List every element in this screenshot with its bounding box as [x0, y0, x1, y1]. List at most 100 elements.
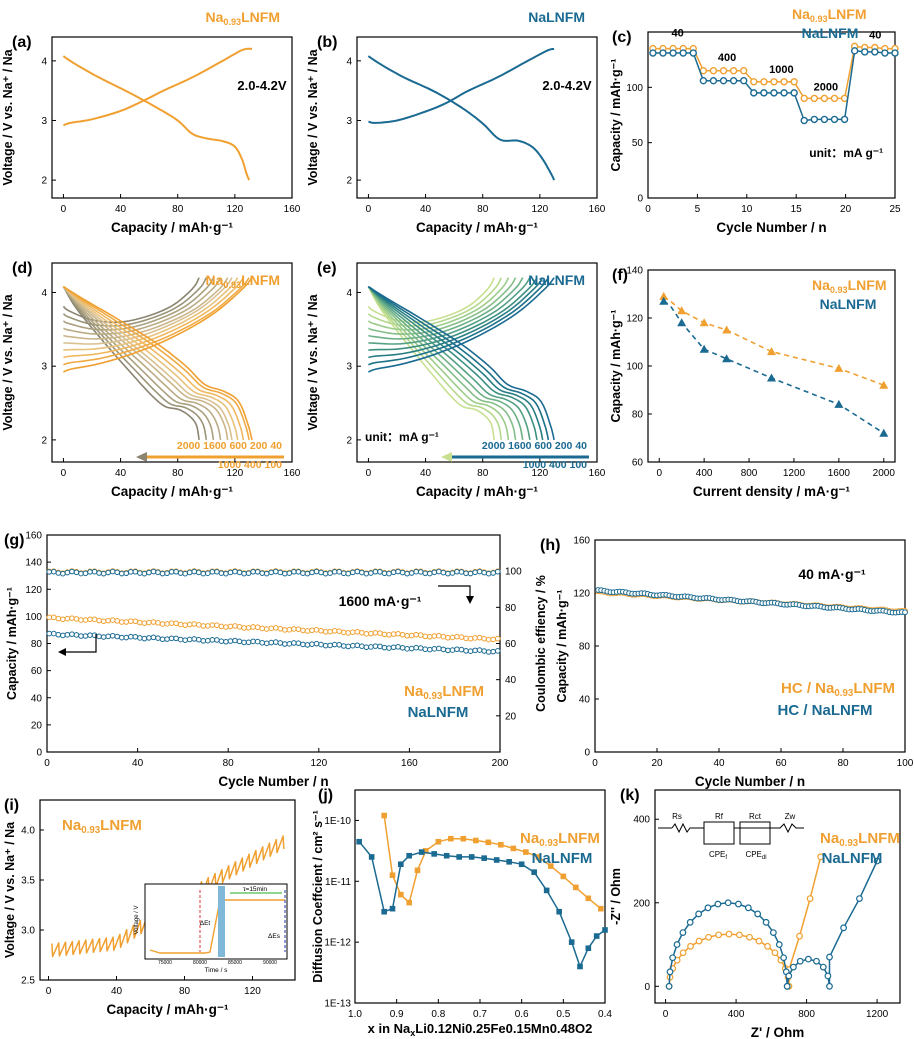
nyquist-point	[806, 895, 814, 902]
capacity-point	[272, 625, 279, 631]
capacity-point	[114, 618, 121, 624]
x-tick-label: 40	[713, 758, 725, 769]
ce-point	[159, 570, 166, 577]
x-tick-label: 120	[227, 204, 244, 215]
y-tick-label: 3.5	[21, 876, 35, 887]
x-tick-label: 160	[401, 758, 418, 769]
diffusion-point	[481, 855, 487, 861]
capacity-point	[377, 643, 383, 650]
capacity-point	[399, 631, 406, 638]
x-tick-label: 0.4	[598, 1009, 612, 1020]
rate-point	[677, 318, 687, 327]
capacity-point	[494, 648, 501, 654]
capacity-point	[209, 622, 216, 628]
capacity-point	[105, 633, 111, 640]
ce-point	[78, 570, 84, 577]
resistor-rs	[671, 822, 704, 834]
capacity-point	[182, 622, 188, 628]
y-tick-label: 3	[346, 362, 352, 373]
capacity-point	[300, 627, 306, 634]
ce-point	[390, 569, 397, 576]
y-tick-label: 1E-13	[324, 999, 351, 1010]
capacity-point	[327, 628, 333, 635]
x-tick-label: 120	[244, 986, 261, 997]
capacity-point	[354, 642, 361, 649]
capacity-point	[141, 635, 148, 642]
discharge-curve	[62, 286, 215, 441]
diffusion-point	[506, 859, 512, 865]
ce-point	[268, 569, 275, 576]
capacity-point	[118, 619, 125, 625]
y-tick-label: 2	[41, 176, 47, 187]
rate-values-top: 2000 1600 600 200 40	[177, 440, 282, 452]
y-tick-label: 140	[25, 558, 42, 569]
capacity-point	[454, 646, 460, 653]
discharge-curve	[367, 285, 555, 441]
capacity-point	[254, 638, 261, 645]
capacity-point	[236, 638, 243, 645]
capacity-point	[263, 626, 270, 632]
rate-point	[879, 428, 889, 437]
nyquist-point	[715, 931, 723, 939]
current-rate-label: 40	[672, 27, 684, 39]
capacity-point	[100, 634, 107, 640]
capacity-point	[463, 648, 469, 654]
inset-x-tick: 80000	[193, 960, 207, 966]
x-tick-label: 0	[645, 204, 651, 215]
nyquist-point	[775, 941, 783, 948]
capacity-point	[426, 633, 433, 640]
nyquist-point	[785, 972, 793, 980]
inset-y-label: Voltage / V	[134, 905, 140, 934]
ce-point	[123, 570, 130, 577]
capacity-point	[399, 645, 406, 651]
discharge-curve	[62, 286, 208, 441]
rate-line-Na0.93LNFM	[663, 295, 885, 386]
capacity-point	[359, 643, 365, 649]
diffusion-point	[460, 835, 467, 842]
y-tick-label: 4	[41, 288, 47, 299]
charge-curve	[367, 277, 503, 327]
capacity-point	[191, 636, 198, 642]
y-axis-label: Capacity / mAh·g⁻¹	[5, 587, 19, 700]
inset-pulse	[218, 886, 225, 957]
inset-voltage-line	[149, 899, 285, 954]
rate-point	[719, 76, 728, 85]
capacity-point	[214, 637, 220, 643]
voltage-curve-discharge	[367, 55, 556, 181]
capacity-point	[318, 627, 324, 634]
rate-point	[879, 380, 889, 389]
x-tick-label: 40	[132, 758, 144, 769]
rate-point	[750, 89, 758, 97]
capacity-point	[304, 628, 311, 634]
y-tick-label: 2	[346, 176, 352, 187]
capacity-point	[408, 632, 415, 639]
capacity-point	[223, 624, 229, 630]
x-tick-label: 400	[696, 468, 713, 479]
capacity-point	[349, 642, 356, 649]
capacity-point	[259, 639, 265, 646]
right-axis-arrow	[438, 585, 471, 598]
y-tick-label: 0	[36, 748, 42, 759]
capacity-point	[132, 633, 139, 640]
legend-label: NaLNFM	[820, 296, 877, 312]
capacity-point	[87, 616, 93, 623]
legend-label: NaLNFM	[528, 9, 585, 25]
capacity-point	[164, 621, 170, 627]
nyquist-point	[714, 900, 722, 908]
diffusion-point	[435, 838, 442, 845]
diffusion-point	[498, 841, 504, 848]
capacity-point	[381, 644, 388, 651]
capacity-point	[173, 635, 179, 642]
ce-point	[100, 570, 107, 577]
ce-point	[245, 570, 252, 576]
capacity-point	[331, 628, 338, 634]
capacity-point	[118, 634, 125, 641]
rate-point	[659, 49, 667, 57]
capacity-point	[368, 644, 374, 650]
diffusion-point	[598, 905, 604, 912]
nyquist-point	[771, 949, 779, 957]
y-tick-label: 1E-12	[324, 938, 351, 949]
panel-c: 0 5 10 15 20 25 0 50 100 Cycle Number / n Capacity…	[609, 6, 901, 235]
diffusion-point	[568, 939, 575, 945]
y-tick-label: 0	[584, 748, 590, 759]
